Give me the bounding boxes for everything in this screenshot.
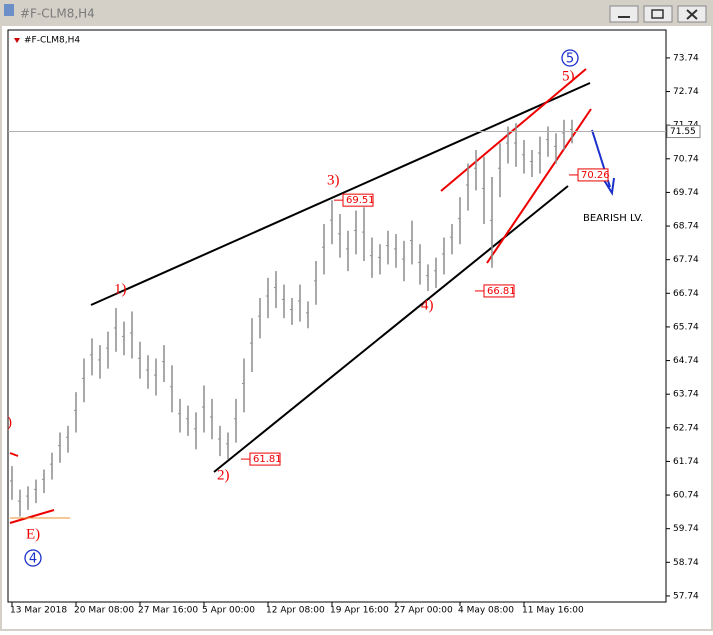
plot-border [7, 29, 667, 603]
price-label: 66.81 [487, 286, 516, 297]
y-tick-label: 65.74 [673, 322, 699, 332]
x-tick-label: 19 Apr 16:00 [330, 606, 389, 616]
price-label-box [342, 193, 374, 207]
price-label: 70.26 [581, 170, 610, 181]
maximize-button[interactable] [643, 5, 673, 23]
symbol-arrow [14, 38, 20, 43]
wave-circle-label: 4 [29, 552, 37, 567]
wave-label: ) [7, 414, 12, 430]
x-tick-label: 12 Apr 08:00 [266, 606, 325, 616]
red-d-line [9, 452, 19, 457]
price-label: 61.81 [253, 454, 282, 465]
price-label-box [483, 284, 515, 298]
last-price-label: 71.55 [670, 127, 696, 137]
close-glyph [686, 9, 698, 20]
y-tick-label: 73.74 [673, 53, 699, 63]
upper-trendline [90, 82, 591, 306]
wave-circle [24, 549, 42, 567]
wave-label: 2) [217, 467, 230, 483]
last-price-box [666, 125, 701, 139]
y-tick-label: 64.74 [673, 356, 699, 366]
note: BEARISH LV. [583, 213, 643, 224]
y-tick-label: 62.74 [673, 423, 699, 433]
maximize-glyph [651, 9, 664, 19]
window-title: #F-CLM8,H4 [20, 7, 95, 21]
x-tick-label: 5 Apr 00:00 [202, 606, 255, 616]
y-tick-label: 69.74 [673, 188, 699, 198]
red-e-line [9, 509, 55, 524]
wave-label: 3) [327, 172, 340, 188]
x-tick-label: 11 May 16:00 [522, 606, 584, 616]
y-tick-label: 57.74 [673, 591, 699, 601]
wave-circle-label: 5 [566, 52, 574, 67]
chart-title: #F-CLM8,H4 [24, 36, 80, 46]
red-channel-upper [440, 68, 587, 192]
y-tick-label: 60.74 [673, 491, 699, 501]
wave-circle [561, 49, 579, 67]
y-tick-label: 67.74 [673, 255, 699, 265]
x-tick-label: 20 Mar 08:00 [74, 606, 134, 616]
chart-area [2, 26, 711, 629]
y-tick-label: 59.74 [673, 524, 699, 534]
y-tick-label: 68.74 [673, 222, 699, 232]
x-tick-label: 4 May 08:00 [458, 606, 514, 616]
minimize-button[interactable] [609, 5, 639, 23]
x-tick-label: 27 Mar 16:00 [138, 606, 198, 616]
x-tick-label: 13 Mar 2018 [10, 606, 67, 616]
y-tick-label: 61.74 [673, 457, 699, 467]
y-tick-label: 66.74 [673, 289, 699, 299]
wave-label: E) [26, 526, 40, 542]
window-icon [4, 4, 14, 16]
y-tick-label: 70.74 [673, 154, 699, 164]
bearish-arrowhead [603, 177, 615, 196]
price-label-box [249, 452, 281, 466]
red-channel-lower [486, 108, 592, 264]
x-tick-label: 27 Apr 00:00 [394, 606, 453, 616]
y-tick-label: 58.74 [673, 558, 699, 568]
wave-label: 4) [421, 297, 434, 313]
wave-label: 1) [114, 281, 127, 297]
price-label: 69.51 [346, 195, 375, 206]
wave-label: 5) [562, 68, 575, 84]
y-tick-label: 63.74 [673, 390, 699, 400]
price-label-box [577, 168, 609, 182]
y-tick-label: 72.74 [673, 87, 699, 97]
lower-trendline [213, 185, 569, 473]
